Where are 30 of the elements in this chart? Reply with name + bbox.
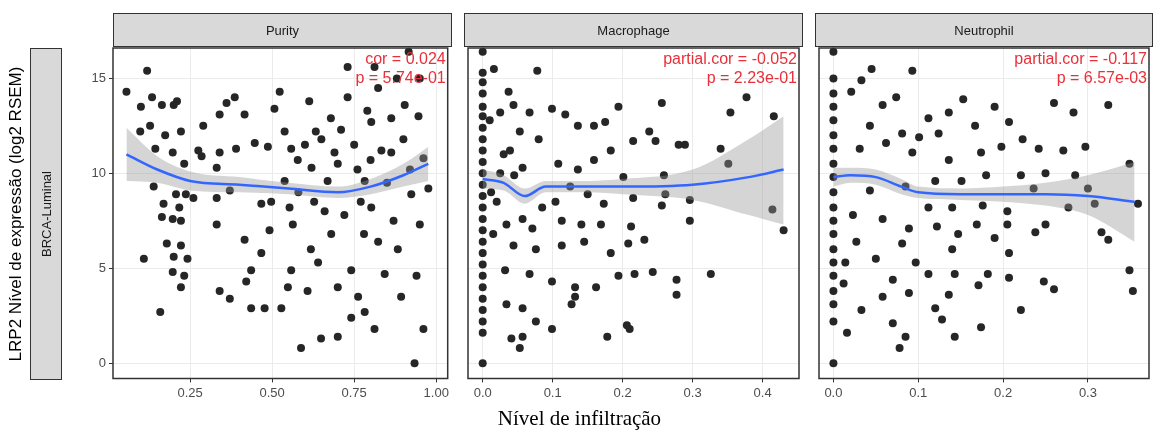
x-tick-label: 0.4 [753, 384, 772, 400]
chart-title: Purity [113, 13, 452, 47]
x-tick-label: 0.3 [683, 384, 702, 400]
x-tick-label: 0.75 [341, 384, 367, 400]
x-tick-label: 0.0 [824, 384, 843, 400]
annotation: p = 2.23e-01 [706, 69, 798, 87]
x-tick-label: 0.1 [909, 384, 928, 400]
y-tick-label: 0 [98, 354, 106, 370]
annotation: p = 6.57e-03 [1056, 69, 1148, 87]
text: BRCA-Luminal [38, 171, 54, 257]
x-axis-title: Nível de infiltração [496, 406, 663, 431]
annotation: p = 5.74e-01 [355, 69, 446, 87]
x-tick-label: 0.2 [994, 384, 1013, 400]
chart-title: Macrophage [464, 13, 803, 47]
x-tick-label: 0.25 [177, 384, 203, 400]
x-tick-label: 0.0 [473, 384, 492, 400]
chart-title: Neutrophil [815, 13, 1153, 47]
x-tick-label: 0.50 [259, 384, 285, 400]
line-series [125, 153, 430, 194]
y-tick-label: 10 [91, 164, 106, 180]
x-tick-label: 1.00 [423, 384, 449, 400]
annotation: partial.cor = -0.052 [663, 50, 798, 68]
annotation: partial.cor = -0.117 [1014, 50, 1148, 68]
x-tick-label: 0.3 [1078, 384, 1097, 400]
y-tick-label: 15 [91, 69, 106, 85]
x-tick-label: 0.2 [613, 384, 632, 400]
y-axis-title: LRP2 Nível de expressão (log2 RSEM) [6, 66, 26, 362]
y-tick-label: 5 [98, 259, 106, 275]
x-tick-label: 0.1 [543, 384, 562, 400]
annotation: cor = 0.024 [365, 50, 446, 68]
